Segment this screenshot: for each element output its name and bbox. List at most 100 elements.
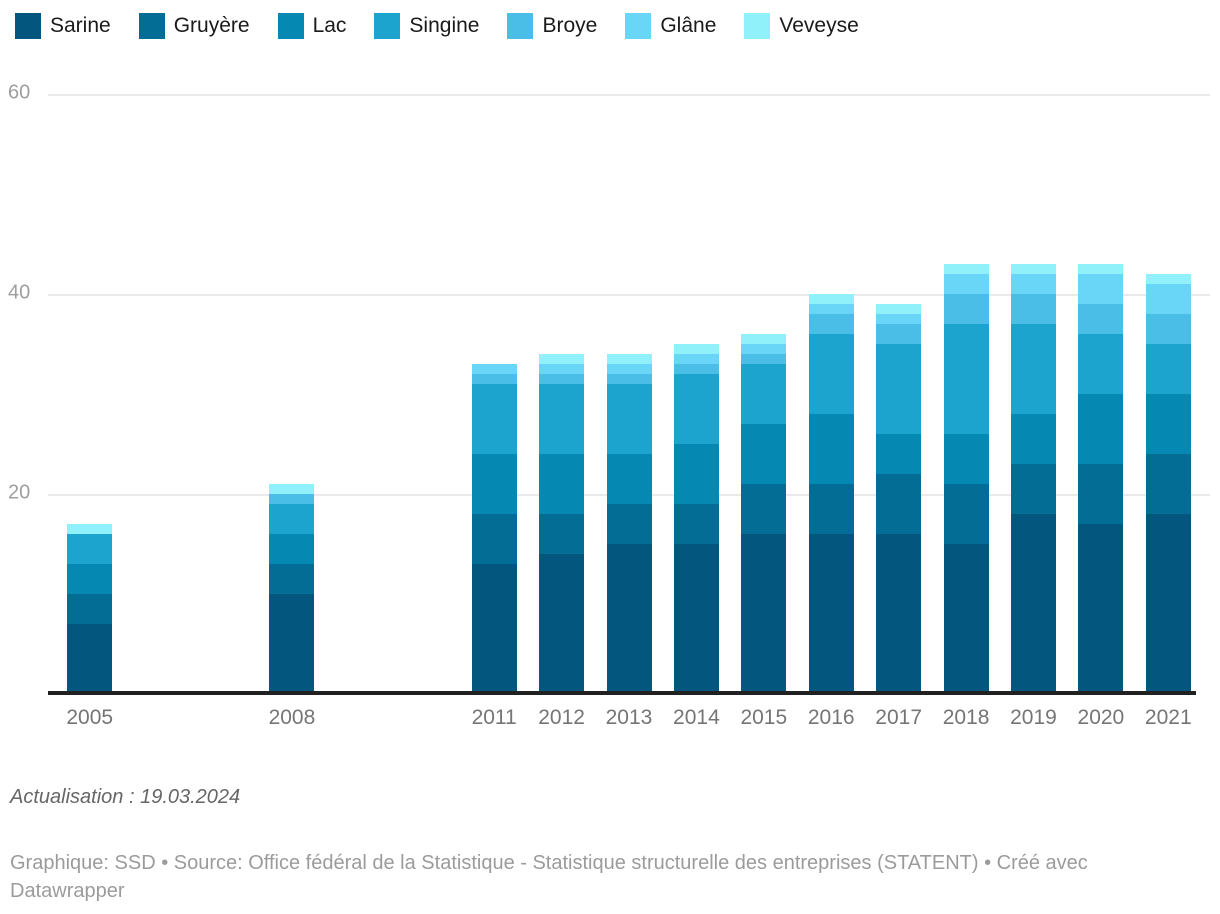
bar-segment-lac-2020[interactable] xyxy=(1078,394,1124,464)
bar-segment-lac-2013[interactable] xyxy=(606,454,652,504)
bar-segment-gruyère-2005[interactable] xyxy=(67,594,113,624)
bar-segment-glâne-2016[interactable] xyxy=(808,304,854,314)
bar-segment-veveyse-2018[interactable] xyxy=(943,264,989,274)
bar-segment-gruyère-2020[interactable] xyxy=(1078,464,1124,524)
bar-2015[interactable] xyxy=(741,334,787,694)
bar-segment-singine-2012[interactable] xyxy=(539,384,585,454)
bar-segment-lac-2012[interactable] xyxy=(539,454,585,514)
bar-2008[interactable] xyxy=(269,484,315,694)
bar-2021[interactable] xyxy=(1145,274,1191,694)
bar-segment-gruyère-2016[interactable] xyxy=(808,484,854,534)
bar-segment-gruyère-2014[interactable] xyxy=(673,504,719,544)
bar-segment-broye-2008[interactable] xyxy=(269,494,315,504)
bar-segment-sarine-2017[interactable] xyxy=(876,534,922,694)
bar-2018[interactable] xyxy=(943,264,989,694)
bar-segment-veveyse-2016[interactable] xyxy=(808,294,854,304)
bar-segment-lac-2008[interactable] xyxy=(269,534,315,564)
bar-segment-singine-2011[interactable] xyxy=(471,384,517,454)
bar-segment-veveyse-2014[interactable] xyxy=(673,344,719,354)
bar-segment-veveyse-2020[interactable] xyxy=(1078,264,1124,274)
bar-segment-broye-2017[interactable] xyxy=(876,324,922,344)
bar-segment-lac-2019[interactable] xyxy=(1010,414,1056,464)
bar-segment-gruyère-2017[interactable] xyxy=(876,474,922,534)
bar-segment-veveyse-2012[interactable] xyxy=(539,354,585,364)
bar-segment-lac-2021[interactable] xyxy=(1145,394,1191,454)
bar-segment-glâne-2011[interactable] xyxy=(471,364,517,374)
bar-segment-sarine-2013[interactable] xyxy=(606,544,652,694)
bar-segment-veveyse-2005[interactable] xyxy=(67,524,113,534)
bar-segment-lac-2014[interactable] xyxy=(673,444,719,504)
bar-segment-gruyère-2008[interactable] xyxy=(269,564,315,594)
bar-segment-lac-2015[interactable] xyxy=(741,424,787,484)
bar-segment-lac-2005[interactable] xyxy=(67,564,113,594)
bar-segment-singine-2015[interactable] xyxy=(741,364,787,424)
bar-segment-gruyère-2015[interactable] xyxy=(741,484,787,534)
bar-segment-sarine-2020[interactable] xyxy=(1078,524,1124,694)
bar-segment-sarine-2011[interactable] xyxy=(471,564,517,694)
bar-segment-broye-2013[interactable] xyxy=(606,374,652,384)
bar-segment-glâne-2018[interactable] xyxy=(943,274,989,294)
bar-segment-broye-2018[interactable] xyxy=(943,294,989,324)
bar-segment-veveyse-2013[interactable] xyxy=(606,354,652,364)
bar-segment-gruyère-2021[interactable] xyxy=(1145,454,1191,514)
bar-segment-singine-2016[interactable] xyxy=(808,334,854,414)
bar-2017[interactable] xyxy=(876,304,922,694)
bar-segment-sarine-2019[interactable] xyxy=(1010,514,1056,694)
bar-segment-glâne-2019[interactable] xyxy=(1010,274,1056,294)
bar-segment-singine-2013[interactable] xyxy=(606,384,652,454)
bar-segment-singine-2005[interactable] xyxy=(67,534,113,564)
bar-segment-sarine-2008[interactable] xyxy=(269,594,315,694)
bar-segment-singine-2008[interactable] xyxy=(269,504,315,534)
bar-segment-sarine-2014[interactable] xyxy=(673,544,719,694)
bar-segment-glâne-2014[interactable] xyxy=(673,354,719,364)
bar-segment-lac-2011[interactable] xyxy=(471,454,517,514)
bar-segment-sarine-2012[interactable] xyxy=(539,554,585,694)
bar-segment-glâne-2013[interactable] xyxy=(606,364,652,374)
bar-2013[interactable] xyxy=(606,354,652,694)
bar-segment-singine-2017[interactable] xyxy=(876,344,922,434)
bar-2020[interactable] xyxy=(1078,264,1124,694)
bar-segment-veveyse-2008[interactable] xyxy=(269,484,315,494)
bar-segment-glâne-2017[interactable] xyxy=(876,314,922,324)
bar-segment-gruyère-2011[interactable] xyxy=(471,514,517,564)
bar-segment-gruyère-2018[interactable] xyxy=(943,484,989,544)
bar-segment-broye-2016[interactable] xyxy=(808,314,854,334)
bar-2012[interactable] xyxy=(539,354,585,694)
bar-segment-singine-2020[interactable] xyxy=(1078,334,1124,394)
bar-segment-broye-2014[interactable] xyxy=(673,364,719,374)
bar-2005[interactable] xyxy=(67,524,113,694)
bar-segment-broye-2021[interactable] xyxy=(1145,314,1191,344)
bar-segment-sarine-2005[interactable] xyxy=(67,624,113,694)
bar-segment-gruyère-2019[interactable] xyxy=(1010,464,1056,514)
bar-segment-veveyse-2017[interactable] xyxy=(876,304,922,314)
bar-segment-singine-2014[interactable] xyxy=(673,374,719,444)
bar-segment-broye-2011[interactable] xyxy=(471,374,517,384)
bar-segment-singine-2018[interactable] xyxy=(943,324,989,434)
bar-segment-veveyse-2015[interactable] xyxy=(741,334,787,344)
bar-2014[interactable] xyxy=(673,344,719,694)
bar-2016[interactable] xyxy=(808,294,854,694)
bar-segment-veveyse-2021[interactable] xyxy=(1145,274,1191,284)
bar-segment-lac-2017[interactable] xyxy=(876,434,922,474)
bar-segment-glâne-2020[interactable] xyxy=(1078,274,1124,304)
bar-segment-veveyse-2019[interactable] xyxy=(1010,264,1056,274)
bar-segment-broye-2020[interactable] xyxy=(1078,304,1124,334)
bar-2011[interactable] xyxy=(471,364,517,694)
bar-segment-broye-2019[interactable] xyxy=(1010,294,1056,324)
bar-2019[interactable] xyxy=(1010,264,1056,694)
bar-segment-lac-2016[interactable] xyxy=(808,414,854,484)
bar-segment-glâne-2012[interactable] xyxy=(539,364,585,374)
bar-segment-sarine-2021[interactable] xyxy=(1145,514,1191,694)
bar-segment-singine-2021[interactable] xyxy=(1145,344,1191,394)
bar-segment-lac-2018[interactable] xyxy=(943,434,989,484)
bar-segment-gruyère-2012[interactable] xyxy=(539,514,585,554)
bar-segment-broye-2015[interactable] xyxy=(741,354,787,364)
bar-segment-sarine-2016[interactable] xyxy=(808,534,854,694)
bar-segment-gruyère-2013[interactable] xyxy=(606,504,652,544)
bar-segment-broye-2012[interactable] xyxy=(539,374,585,384)
bar-segment-glâne-2015[interactable] xyxy=(741,344,787,354)
bar-segment-singine-2019[interactable] xyxy=(1010,324,1056,414)
bar-segment-sarine-2015[interactable] xyxy=(741,534,787,694)
bar-segment-sarine-2018[interactable] xyxy=(943,544,989,694)
bar-segment-glâne-2021[interactable] xyxy=(1145,284,1191,314)
